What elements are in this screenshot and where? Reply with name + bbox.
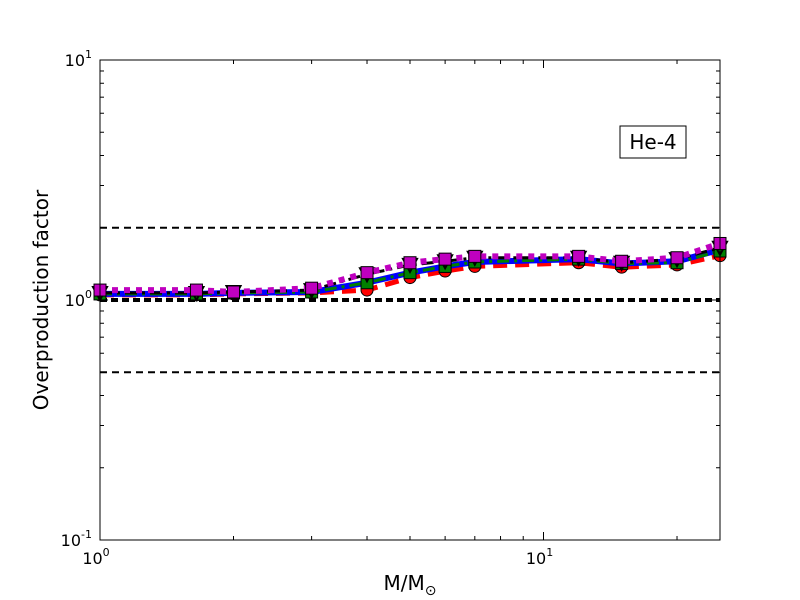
series-4-point xyxy=(189,283,203,297)
annotation-label: He-4 xyxy=(629,130,676,154)
series-4-point xyxy=(360,266,374,280)
y-axis-label: Overproduction factor xyxy=(29,189,53,410)
y-tick-label: 100 xyxy=(65,288,92,310)
series-4-point xyxy=(468,249,482,263)
y-tick-label: 101 xyxy=(65,48,92,70)
series-4-point xyxy=(438,252,452,266)
series-4-point xyxy=(670,251,684,265)
x-tick-label: 100 xyxy=(82,546,109,568)
series-4 xyxy=(93,236,727,299)
series-4-point xyxy=(305,281,319,295)
x-axis-label: M/M⊙ xyxy=(384,571,437,599)
series-layer xyxy=(91,236,729,303)
x-tick-label: 101 xyxy=(526,546,553,568)
y-tick-label: 10-1 xyxy=(61,528,92,550)
series-4-point xyxy=(615,254,629,268)
series-0-line xyxy=(100,253,721,298)
reference-lines xyxy=(100,226,720,374)
annotation-box: He-4 xyxy=(619,125,687,159)
series-4-point xyxy=(227,285,241,299)
series-4-point xyxy=(403,256,417,270)
series-4-point xyxy=(572,249,586,263)
